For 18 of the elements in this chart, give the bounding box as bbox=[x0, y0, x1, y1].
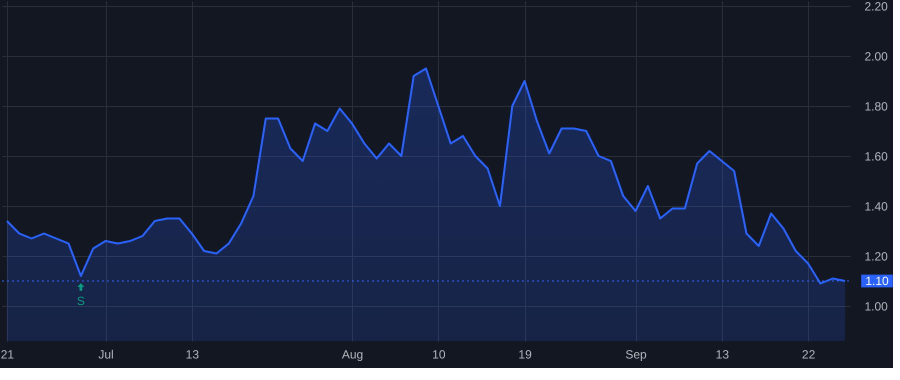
x-tick-label: Jul bbox=[98, 348, 114, 362]
x-tick-label: Sep bbox=[625, 348, 648, 362]
y-tick-label: 1.60 bbox=[864, 150, 888, 164]
y-tick-label: 2.00 bbox=[864, 50, 888, 64]
y-tick-label: 1.00 bbox=[864, 300, 888, 314]
x-tick-label: 19 bbox=[518, 348, 532, 362]
annotation: S bbox=[76, 294, 85, 308]
y-tick-label: 1.40 bbox=[864, 200, 888, 214]
x-tick-label: 21 bbox=[0, 348, 14, 362]
x-tick-label: 13 bbox=[716, 348, 730, 362]
ref-line-label: 1.10 bbox=[865, 274, 889, 288]
x-tick-label: Aug bbox=[342, 348, 364, 362]
y-tick-label: 2.20 bbox=[864, 0, 888, 14]
y-tick-label: 1.80 bbox=[864, 100, 888, 114]
x-tick-label: 22 bbox=[802, 348, 816, 362]
y-tick-label: 1.20 bbox=[864, 250, 888, 264]
x-tick-label: 10 bbox=[432, 348, 446, 362]
x-tick-label: 13 bbox=[186, 348, 200, 362]
